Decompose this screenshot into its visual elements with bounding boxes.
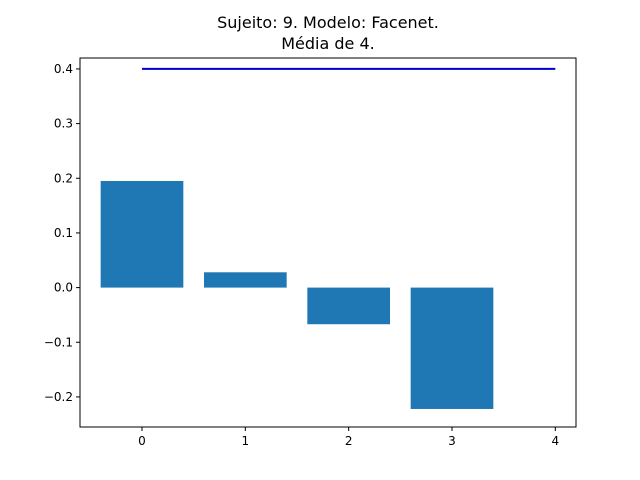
bar-2 <box>307 287 390 325</box>
chart-title-line-1: Sujeito: 9. Modelo: Facenet. <box>217 13 439 32</box>
plot-frame <box>79 57 577 428</box>
chart-title-line-2: Média de 4. <box>281 34 375 53</box>
x-tick-label: 0 <box>138 434 146 448</box>
y-tick-label: 0.3 <box>54 117 73 131</box>
x-tick-label: 3 <box>448 434 456 448</box>
bar-1 <box>204 272 287 288</box>
y-axis: −0.2 −0.1 0.0 0.1 0.2 0.3 0.4 <box>44 62 80 404</box>
y-tick-label: 0.4 <box>54 62 73 76</box>
y-tick-label: 0.1 <box>54 226 73 240</box>
x-tick-label: 1 <box>242 434 250 448</box>
x-tick-label: 2 <box>345 434 353 448</box>
x-tick-label: 4 <box>552 434 560 448</box>
bar-0 <box>100 181 184 288</box>
y-tick-label: 0.0 <box>54 281 73 295</box>
y-tick-label: −0.2 <box>44 390 73 404</box>
bar-series <box>100 181 494 409</box>
x-axis: 0 1 2 3 4 <box>138 427 559 448</box>
bar-3 <box>410 287 494 409</box>
y-tick-label: −0.1 <box>44 335 73 349</box>
y-tick-label: 0.2 <box>54 171 73 185</box>
